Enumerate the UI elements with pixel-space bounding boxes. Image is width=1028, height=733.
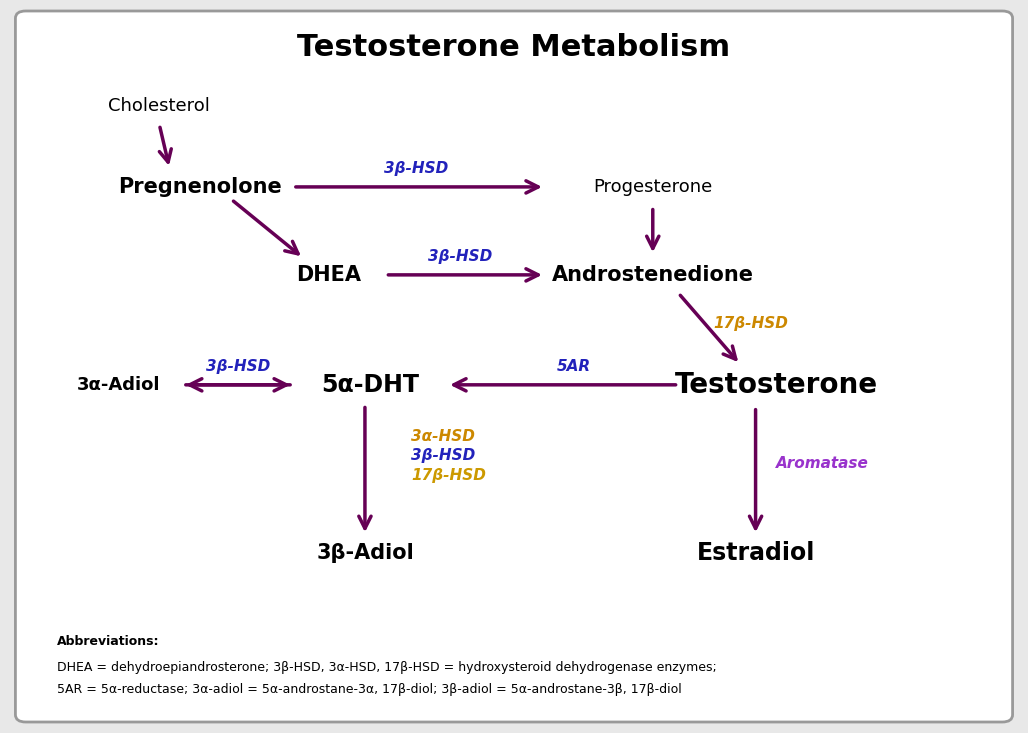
Text: 17β-HSD: 17β-HSD [411,468,486,483]
Text: 3β-Adiol: 3β-Adiol [316,543,414,564]
Text: Testosterone: Testosterone [674,371,878,399]
Text: Pregnenolone: Pregnenolone [118,177,283,197]
Text: Cholesterol: Cholesterol [108,97,211,115]
Text: Progesterone: Progesterone [593,178,712,196]
Text: Abbreviations:: Abbreviations: [57,635,159,648]
Text: Androstenedione: Androstenedione [552,265,754,285]
Text: 5α-DHT: 5α-DHT [321,373,419,397]
Text: DHEA: DHEA [296,265,362,285]
Text: 3β-HSD: 3β-HSD [429,249,492,264]
Text: 17β-HSD: 17β-HSD [713,317,787,331]
Text: Estradiol: Estradiol [696,542,815,565]
FancyBboxPatch shape [15,11,1013,722]
Text: 3β-HSD: 3β-HSD [207,359,270,374]
Text: 5AR: 5AR [556,359,591,374]
Text: 3β-HSD: 3β-HSD [411,449,476,463]
Text: 5AR = 5α-reductase; 3α-adiol = 5α-androstane-3α, 17β-diol; 3β-adiol = 5α-androst: 5AR = 5α-reductase; 3α-adiol = 5α-andros… [57,682,682,696]
Text: 3α-Adiol: 3α-Adiol [76,376,160,394]
Text: Testosterone Metabolism: Testosterone Metabolism [297,33,731,62]
Text: 3β-HSD: 3β-HSD [384,161,448,176]
Text: 3α-HSD: 3α-HSD [411,429,475,443]
Text: DHEA = dehydroepiandrosterone; 3β-HSD, 3α-HSD, 17β-HSD = hydroxysteroid dehydrog: DHEA = dehydroepiandrosterone; 3β-HSD, 3… [57,660,717,674]
Text: Aromatase: Aromatase [776,456,869,471]
